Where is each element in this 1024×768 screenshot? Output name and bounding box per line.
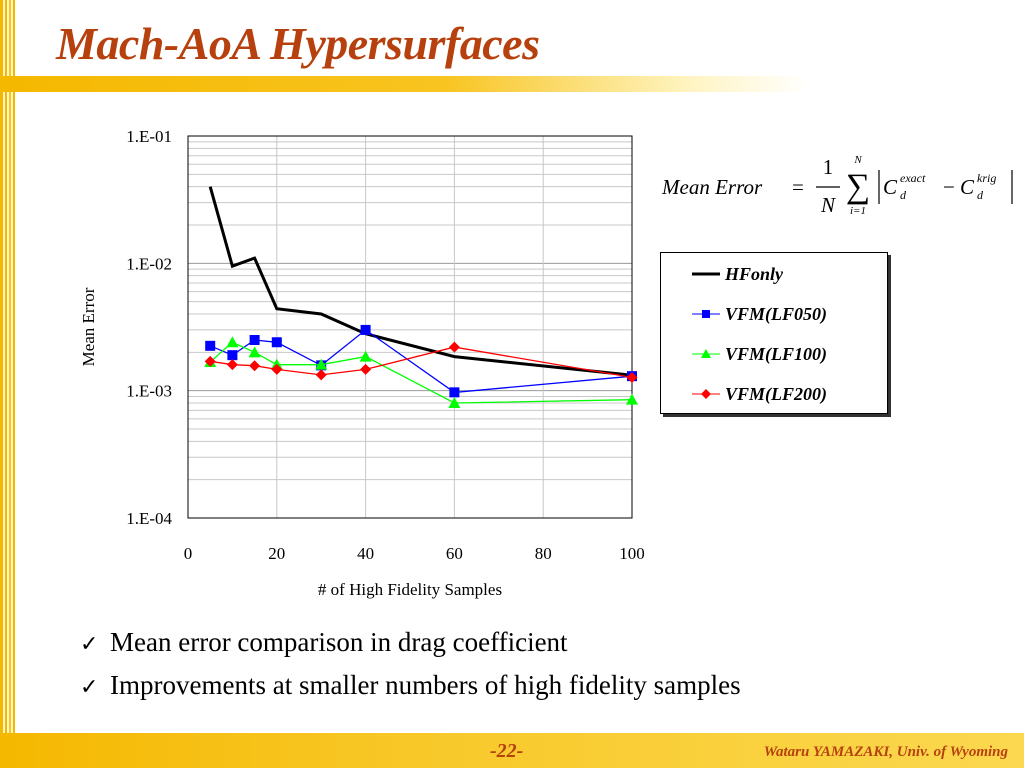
y-tick-labels: 1.E-01 1.E-02 1.E-03 1.E-04	[126, 127, 172, 528]
data-point-diamond	[226, 359, 238, 371]
bullet-text: Improvements at smaller numbers of high …	[110, 670, 741, 700]
data-point-diamond	[249, 360, 261, 372]
data-point-triangle	[626, 393, 638, 405]
data-point-triangle	[315, 358, 328, 370]
x-tick-label: 80	[535, 544, 552, 563]
legend-label: VFM(LF050)	[725, 303, 828, 324]
series-0	[208, 186, 633, 377]
legend-square-marker-icon	[692, 310, 720, 318]
bullet-text: Mean error comparison in drag coefficien…	[110, 627, 568, 657]
data-point-triangle	[359, 350, 372, 362]
slide-title: Mach-AoA Hypersurfaces	[56, 18, 540, 69]
data-point-square	[271, 337, 282, 348]
data-point-square	[205, 340, 216, 351]
formula-lhs: Mean Error	[661, 175, 763, 199]
x-tick-label: 0	[184, 544, 193, 563]
x-tick-labels: 0 20 40 60 80 100	[184, 544, 645, 563]
legend-item-vfm-lf050: VFM(LF050)	[691, 302, 827, 326]
formula-denominator: N	[820, 193, 836, 217]
grid-lines	[188, 136, 632, 518]
formula-equals: =	[792, 175, 804, 199]
data-point-triangle	[448, 397, 461, 409]
data-point-diamond	[626, 371, 638, 383]
checkmark-icon: ✓	[80, 632, 99, 657]
bullet-item: ✓ Improvements at smaller numbers of high…	[80, 665, 741, 708]
sum-lower-limit: i=1	[850, 205, 866, 217]
y-tick-label: 1.E-04	[126, 509, 172, 528]
sum-upper-limit: N	[853, 154, 862, 166]
x-tick-label: 20	[268, 544, 285, 563]
term2-sup: krig	[977, 171, 996, 185]
page-number: -22-	[490, 740, 524, 762]
bullet-list: ✓ Mean error comparison in drag coefficie…	[80, 622, 741, 708]
data-point-square	[449, 387, 460, 398]
formula-numerator: 1	[823, 155, 834, 179]
y-tick-label: 1.E-02	[126, 254, 172, 273]
data-point-diamond	[204, 355, 216, 367]
data-point-diamond	[271, 363, 283, 375]
data-point-square	[227, 350, 238, 361]
chart-svg: 1.E-01 1.E-02 1.E-03 1.E-04 0 20 40 60 80 100 # …	[79, 127, 645, 599]
data-point-diamond	[315, 369, 327, 381]
term1-base: C	[883, 175, 898, 199]
footer-bar	[0, 733, 1024, 768]
term1-sup: exact	[900, 171, 926, 185]
term2-sub: d	[977, 188, 984, 202]
sum-sign-icon: ∑	[846, 168, 870, 205]
data-point-diamond	[360, 363, 372, 375]
y-tick-label: 1.E-03	[126, 382, 172, 401]
mean-error-formula: Mean Error = 1 N N ∑ i=1 C exact d − C k…	[660, 152, 1020, 222]
left-decorative-stripes	[0, 0, 22, 768]
data-point-square	[360, 324, 371, 335]
legend-line-icon	[692, 272, 720, 276]
term2-base: C	[960, 175, 975, 199]
legend-item-vfm-lf200: VFM(LF200)	[691, 382, 827, 406]
term1-sub: d	[900, 188, 907, 202]
data-point-triangle	[248, 346, 261, 358]
legend-triangle-marker-icon	[692, 349, 720, 358]
legend-label: VFM(LF100)	[725, 343, 828, 364]
legend-diamond-marker-icon	[692, 389, 720, 399]
legend-label: HFonly	[725, 263, 784, 284]
legend-item-hfonly: HFonly	[691, 262, 783, 286]
series-line	[208, 186, 633, 377]
formula-minus: −	[943, 175, 955, 199]
plot-frame	[187, 135, 633, 519]
series-layer	[204, 186, 638, 409]
data-point-diamond	[448, 341, 460, 353]
data-point-triangle	[226, 336, 239, 348]
bullet-item: ✓ Mean error comparison in drag coefficie…	[80, 622, 741, 665]
plot-area	[188, 136, 632, 518]
chart-legend: HFonly VFM(LF050) VFM(LF100) VFM(LF200)	[660, 252, 888, 414]
legend-label: VFM(LF200)	[725, 383, 828, 404]
title-underline-bar	[0, 76, 808, 92]
mean-error-chart: 1.E-01 1.E-02 1.E-03 1.E-04 0 20 40 60 80 100 # …	[60, 118, 660, 618]
data-point-square	[249, 334, 260, 345]
author-credit: Wataru YAMAZAKI, Univ. of Wyoming	[763, 744, 1008, 760]
y-tick-label: 1.E-01	[126, 127, 172, 146]
legend-item-vfm-lf100: VFM(LF100)	[691, 342, 827, 366]
series-3	[204, 341, 638, 383]
x-axis-label: # of High Fidelity Samples	[318, 580, 502, 599]
x-tick-label: 100	[619, 544, 645, 563]
y-axis-label: Mean Error	[79, 287, 98, 366]
formula-svg: Mean Error = 1 N N ∑ i=1 C exact d − C k…	[661, 154, 1013, 217]
x-tick-label: 40	[357, 544, 374, 563]
checkmark-icon: ✓	[80, 675, 99, 700]
x-tick-label: 60	[446, 544, 463, 563]
